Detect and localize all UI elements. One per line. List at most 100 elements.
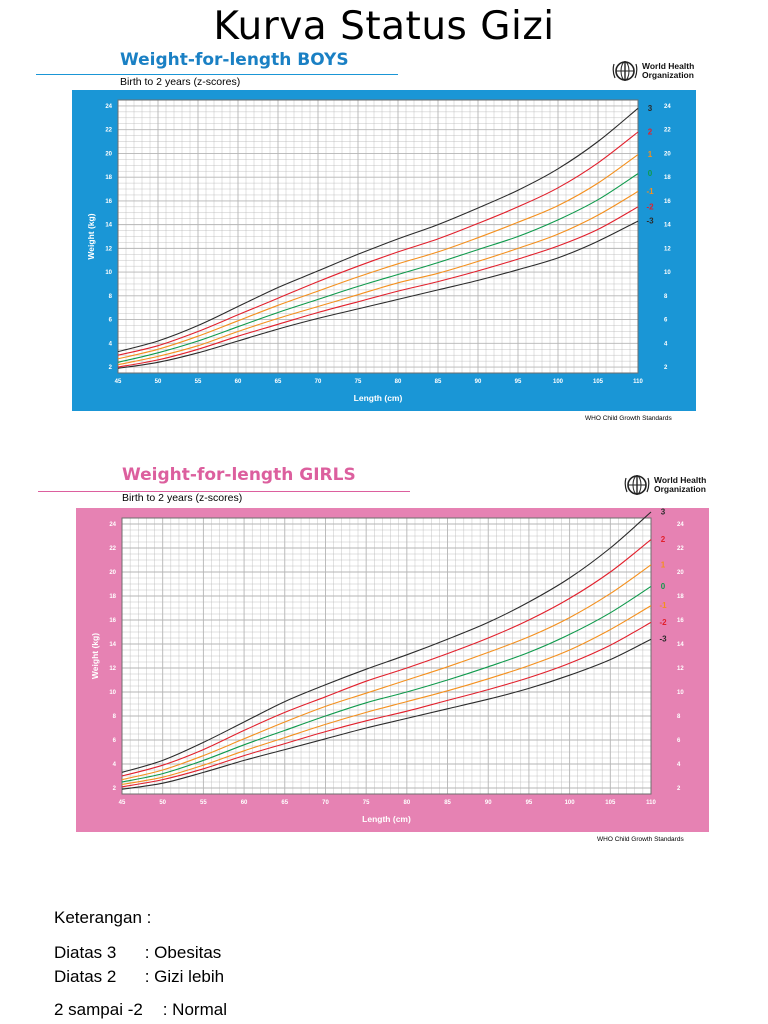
x-tick-label: 100 [565, 800, 576, 806]
z-score-label: 3 [648, 104, 653, 113]
y-tick-label-left: 10 [109, 690, 116, 696]
y-tick-label-right: 10 [664, 270, 671, 276]
y-tick-label-left: 4 [113, 762, 117, 768]
y-tick-label-left: 6 [109, 318, 113, 324]
x-tick-label: 90 [475, 379, 482, 385]
y-tick-label-left: 24 [105, 104, 112, 110]
y-tick-label-right: 2 [677, 786, 681, 792]
x-tick-label: 55 [195, 379, 202, 385]
z-score-label: -2 [659, 618, 667, 627]
y-tick-label-right: 12 [677, 666, 684, 672]
x-tick-label: 95 [515, 379, 522, 385]
y-tick-label-right: 14 [664, 223, 671, 229]
who-org-name: World Health Organization [642, 61, 695, 80]
y-tick-label-right: 16 [677, 618, 684, 624]
y-axis-label: Weight (kg) [86, 213, 96, 259]
y-tick-label-right: 18 [677, 594, 684, 600]
z-score-line-1 [117, 154, 639, 360]
boys-chart-subtitle: Birth to 2 years (z-scores) [120, 76, 241, 88]
x-tick-label: 45 [119, 800, 126, 806]
z-score-line-2 [121, 539, 652, 777]
legend-item: Diatas 3 : Obesitas [54, 941, 227, 965]
z-score-label: 1 [661, 560, 666, 569]
z-score-label: -2 [646, 202, 654, 211]
x-tick-label: 90 [485, 800, 492, 806]
z-score-label: -3 [659, 635, 667, 644]
legend: Keterangan : Diatas 3 : Obesitas Diatas … [54, 908, 227, 1022]
y-tick-label-right: 4 [664, 341, 668, 347]
x-tick-label: 85 [435, 379, 442, 385]
slide-title: Kurva Status Gizi [213, 4, 555, 49]
x-tick-label: 50 [159, 800, 166, 806]
legend-item: 2 sampai -2 : Normal [54, 998, 227, 1022]
z-score-label: 0 [661, 582, 666, 591]
y-tick-label-right: 20 [677, 570, 684, 576]
y-tick-label-right: 10 [677, 690, 684, 696]
y-tick-label-left: 4 [109, 341, 113, 347]
girls-source-note: WHO Child Growth Standards [597, 836, 684, 843]
y-tick-label-left: 2 [109, 365, 113, 371]
legend-item-label: : Obesitas [144, 943, 222, 962]
y-tick-label-left: 16 [105, 199, 112, 205]
z-score-line--1 [117, 190, 639, 366]
y-tick-label-right: 24 [677, 522, 684, 528]
z-score-line-0 [117, 173, 639, 363]
z-score-line--2 [121, 621, 652, 788]
y-tick-label-left: 8 [113, 714, 117, 720]
z-score-line--1 [121, 605, 652, 785]
x-axis-label: Length (cm) [354, 393, 403, 403]
x-tick-label: 70 [315, 379, 322, 385]
z-score-line-2 [117, 131, 639, 356]
plot-border [121, 517, 652, 795]
who-emblem-icon [612, 61, 638, 81]
girls-chart-subtitle: Birth to 2 years (z-scores) [122, 492, 243, 504]
y-tick-label-right: 12 [664, 246, 671, 252]
x-tick-label: 85 [444, 800, 451, 806]
z-score-line-3 [121, 511, 652, 773]
z-score-line--3 [121, 638, 652, 790]
boys-who-logo: World Health Organization [612, 60, 694, 82]
y-tick-label-right: 24 [664, 104, 671, 110]
legend-item-key: Diatas 2 [54, 967, 117, 986]
x-tick-label: 80 [395, 379, 402, 385]
y-axis-label: Weight (kg) [90, 633, 100, 679]
girls-title-rule [38, 491, 410, 492]
y-tick-label-left: 22 [105, 128, 112, 134]
z-score-line--3 [117, 220, 639, 369]
legend-item-label: : Normal [162, 1000, 227, 1019]
who-emblem-icon [624, 475, 650, 495]
y-tick-label-right: 18 [664, 175, 671, 181]
z-score-line-3 [117, 107, 639, 353]
x-tick-label: 105 [593, 379, 604, 385]
x-tick-label: 60 [235, 379, 242, 385]
y-tick-label-left: 2 [113, 786, 117, 792]
legend-item-key: 2 sampai -2 [54, 1000, 143, 1019]
grid [121, 517, 652, 795]
y-tick-label-left: 16 [109, 618, 116, 624]
boys-source-note: WHO Child Growth Standards [585, 415, 672, 422]
y-tick-label-left: 18 [109, 594, 116, 600]
legend-item: Diatas 2 : Gizi lebih [54, 965, 227, 989]
y-tick-label-left: 20 [109, 570, 116, 576]
y-tick-label-left: 8 [109, 294, 113, 300]
y-tick-label-left: 14 [105, 223, 112, 229]
z-score-label: 2 [661, 535, 666, 544]
legend-item-key: Diatas 3 [54, 943, 117, 962]
x-tick-label: 95 [526, 800, 533, 806]
y-tick-label-right: 2 [664, 365, 668, 371]
x-tick-label: 45 [115, 379, 122, 385]
x-tick-label: 100 [553, 379, 564, 385]
y-tick-label-right: 8 [664, 294, 668, 300]
plot-border [117, 99, 639, 374]
z-score-label: -3 [646, 217, 654, 226]
girls-chart-panel: Weight-for-length GIRLS Birth to 2 years… [0, 462, 768, 852]
x-tick-label: 80 [404, 800, 411, 806]
y-tick-label-right: 8 [677, 714, 681, 720]
legend-item-label: : Gizi lebih [144, 967, 225, 986]
x-tick-label: 70 [322, 800, 329, 806]
y-tick-label-left: 12 [105, 246, 112, 252]
z-score-label: -1 [659, 601, 667, 610]
boys-title-rule [36, 74, 398, 75]
